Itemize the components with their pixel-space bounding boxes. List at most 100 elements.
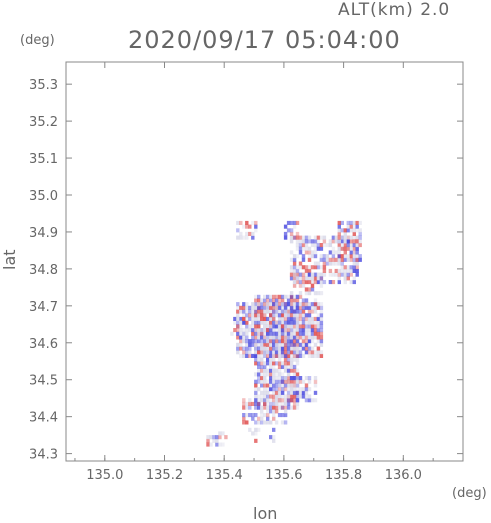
echo-cell xyxy=(307,235,312,240)
echo-cell xyxy=(295,309,300,314)
echo-cell xyxy=(257,401,261,406)
echo-cell xyxy=(319,324,324,329)
echo-cell xyxy=(260,313,264,318)
echo-cell xyxy=(269,353,273,358)
echo-cell xyxy=(349,257,353,262)
echo-cell xyxy=(277,316,282,321)
echo-cell xyxy=(289,250,294,255)
echo-cell xyxy=(289,272,294,277)
echo-cell xyxy=(310,305,315,310)
echo-cell xyxy=(272,335,276,340)
echo-cell xyxy=(260,316,264,321)
echo-cell xyxy=(292,320,297,325)
echo-cell xyxy=(295,357,300,362)
echo-cell xyxy=(272,413,276,418)
echo-cell xyxy=(295,335,300,340)
echo-cell xyxy=(286,376,291,381)
echo-cell xyxy=(298,283,303,288)
echo-cell xyxy=(257,298,261,303)
echo-cell xyxy=(269,409,273,414)
echo-cell xyxy=(292,276,297,281)
echo-cell xyxy=(289,387,294,392)
echo-cell xyxy=(295,265,300,270)
echo-cell xyxy=(242,224,246,229)
echo-cell xyxy=(289,379,294,384)
y-tick-label: 34.3 xyxy=(29,448,58,463)
echo-cell xyxy=(269,320,273,325)
echo-cell xyxy=(286,316,291,321)
echo-cell xyxy=(245,339,249,344)
echo-cell xyxy=(254,401,258,406)
echo-cell xyxy=(340,235,344,240)
echo-cell xyxy=(292,268,297,273)
echo-cell xyxy=(304,250,309,255)
echo-cell xyxy=(298,335,303,340)
echo-cell xyxy=(319,339,324,344)
y-tick-label: 34.8 xyxy=(29,263,58,278)
echo-cell xyxy=(274,320,279,325)
echo-cell xyxy=(277,368,282,373)
echo-cell xyxy=(257,368,261,373)
echo-cell xyxy=(301,280,306,285)
echo-cell xyxy=(292,254,297,259)
echo-cell xyxy=(292,220,297,225)
echo-cell xyxy=(280,346,285,351)
echo-cell xyxy=(301,305,306,310)
echo-cell xyxy=(307,276,312,281)
echo-cell xyxy=(304,346,309,351)
echo-cell xyxy=(310,339,315,344)
echo-cell xyxy=(269,302,273,307)
echo-cell xyxy=(337,235,341,240)
echo-cell xyxy=(352,250,356,255)
echo-cell xyxy=(313,390,318,395)
echo-cell xyxy=(319,291,324,296)
echo-cell xyxy=(266,420,270,425)
echo-cell xyxy=(254,427,258,432)
echo-cell xyxy=(236,342,240,347)
echo-cell xyxy=(254,431,258,436)
echo-cell xyxy=(313,298,318,303)
echo-cell xyxy=(289,220,294,225)
echo-cell xyxy=(263,316,267,321)
echo-cell xyxy=(343,239,347,244)
echo-cell xyxy=(263,383,267,388)
echo-cell xyxy=(346,243,350,248)
echo-cell xyxy=(298,390,303,395)
echo-cell xyxy=(313,291,318,296)
echo-cell xyxy=(295,353,300,358)
echo-cell xyxy=(286,309,291,314)
echo-cell xyxy=(283,342,288,347)
echo-cell xyxy=(295,239,300,244)
echo-cell xyxy=(340,228,344,233)
echo-cell xyxy=(274,379,279,384)
echo-cell xyxy=(269,361,273,366)
echo-cell xyxy=(274,390,279,395)
echo-cell xyxy=(304,313,309,318)
echo-cell xyxy=(269,350,273,355)
echo-cell xyxy=(257,416,261,421)
echo-cell xyxy=(251,331,255,336)
echo-cell xyxy=(283,405,288,410)
echo-cell xyxy=(352,280,356,285)
echo-cell xyxy=(352,265,356,270)
echo-cell xyxy=(313,239,318,244)
echo-cell xyxy=(298,387,303,392)
echo-cell xyxy=(295,328,300,333)
echo-cell xyxy=(304,387,309,392)
echo-cell xyxy=(277,394,282,399)
echo-cell xyxy=(358,257,362,262)
echo-cell xyxy=(292,387,297,392)
echo-cell xyxy=(313,316,318,321)
echo-cell xyxy=(355,228,359,233)
echo-cell xyxy=(316,280,321,285)
echo-cell xyxy=(316,265,321,270)
echo-cell xyxy=(283,231,288,236)
echo-cell xyxy=(289,331,294,336)
echo-cell xyxy=(260,383,264,388)
echo-cell xyxy=(242,320,246,325)
echo-cell xyxy=(277,390,282,395)
echo-cell xyxy=(260,305,264,310)
echo-cell xyxy=(245,346,249,351)
echo-cell xyxy=(254,298,258,303)
echo-cell xyxy=(295,294,300,299)
